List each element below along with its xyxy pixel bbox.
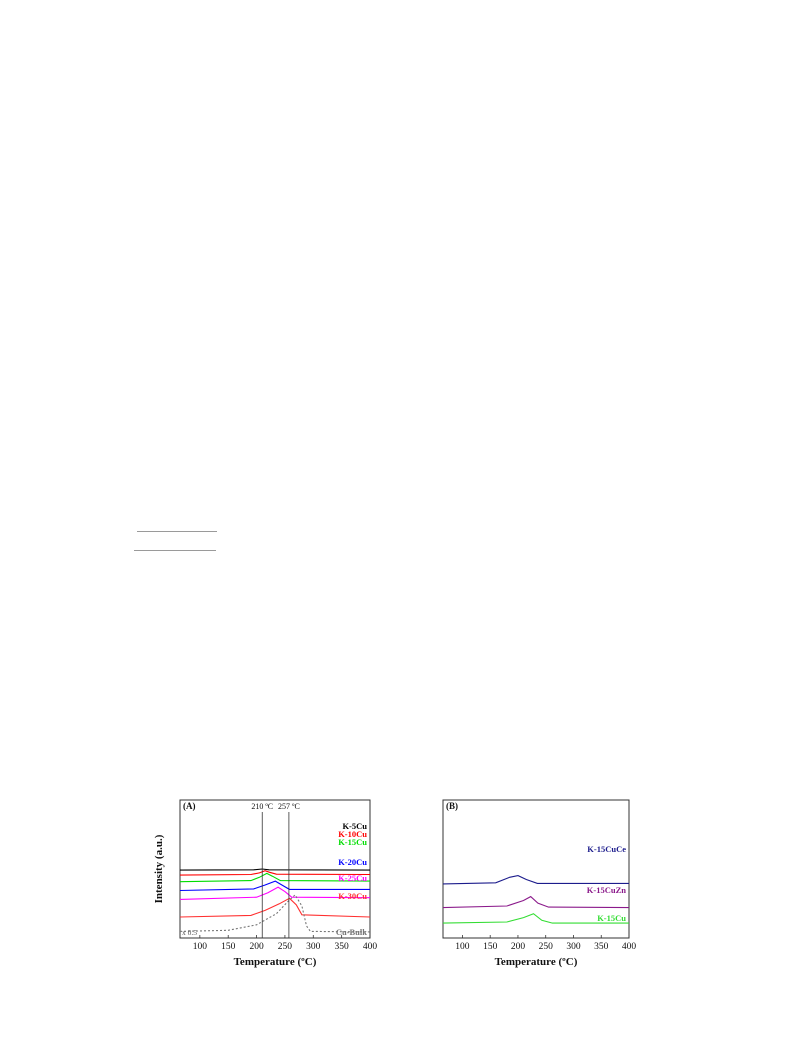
y-axis-label: Intensity (a.u.) bbox=[153, 834, 165, 903]
annotation-label: 210 ºC bbox=[251, 802, 273, 811]
x-tick-label: 250 bbox=[278, 942, 293, 952]
series-label-k-30cu: K-30Cu bbox=[338, 891, 367, 901]
series-line-cu-bulk bbox=[179, 894, 371, 933]
x-tick-label: 400 bbox=[363, 942, 378, 952]
plot-frame bbox=[442, 799, 630, 939]
x-tick-label: 150 bbox=[221, 942, 236, 952]
x-tick-label: 350 bbox=[335, 942, 350, 952]
x-tick-label: 350 bbox=[594, 942, 609, 952]
x-tick-label: 100 bbox=[455, 942, 470, 952]
decorative-rule-lower bbox=[134, 550, 216, 551]
series-label-k-20cu: K-20Cu bbox=[338, 857, 367, 867]
x-tick-label: 400 bbox=[622, 942, 637, 952]
series-line-k-5cu bbox=[179, 868, 371, 871]
series-line-k-30cu bbox=[179, 897, 371, 918]
x-tick-label: 250 bbox=[539, 942, 554, 952]
series-line-k-15cu bbox=[179, 872, 371, 883]
series-label-k-15cuzn: K-15CuZn bbox=[587, 885, 626, 895]
x-tick-label: 100 bbox=[193, 942, 208, 952]
x-tick-label: 200 bbox=[249, 942, 264, 952]
series-label-k-15cu: K-15Cu bbox=[597, 913, 626, 923]
chart-b: 100 150 200 250 300 350 400 (B) Temperature (ºC)… bbox=[442, 799, 637, 968]
x-tick-label: 150 bbox=[483, 942, 498, 952]
decorative-rule-upper bbox=[137, 531, 217, 532]
series-line-k-25cu bbox=[179, 886, 371, 900]
series-label-k-10cu: K-10Cu bbox=[338, 829, 367, 839]
x-tick-label: 300 bbox=[306, 942, 321, 952]
series-label-cu-bulk: Cu-Bulk bbox=[336, 927, 367, 937]
annotation-label: x 0.5 bbox=[182, 928, 197, 937]
x-axis-label: Temperature (ºC) bbox=[495, 956, 578, 968]
panel-label: (A) bbox=[183, 801, 196, 811]
series-label-k-5cu: K-5Cu bbox=[342, 821, 367, 831]
plot-frame bbox=[179, 799, 371, 939]
panel-label: (B) bbox=[446, 801, 458, 811]
series-label-k-15cu: K-15Cu bbox=[338, 837, 367, 847]
series-line-k-15cu bbox=[442, 913, 629, 924]
x-tick-label: 200 bbox=[511, 942, 525, 952]
chart-a: 100 150 200 250 300 350 400 (A) Temperature (ºC)… bbox=[153, 799, 378, 968]
series-label-k-25cu: K-25Cu bbox=[338, 873, 367, 883]
series-line-k-20cu bbox=[179, 880, 370, 892]
series-label-k-15cuce: K-15CuCe bbox=[587, 844, 626, 854]
x-axis-label: Temperature (ºC) bbox=[234, 956, 317, 968]
x-tick-label: 300 bbox=[566, 942, 581, 952]
annotation-label: 257 ºC bbox=[278, 802, 300, 811]
series-line-k-15cuce bbox=[442, 875, 629, 885]
series-line-k-10cu bbox=[179, 870, 371, 876]
series-line-k-15cuzn bbox=[442, 895, 630, 909]
